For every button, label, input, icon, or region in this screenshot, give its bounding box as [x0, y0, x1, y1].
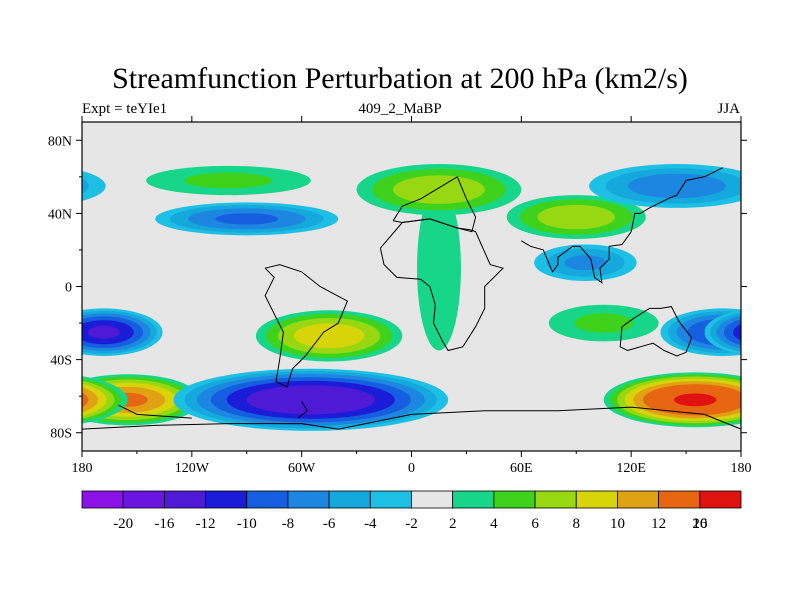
x-tick-label: 60W — [288, 461, 316, 476]
colorbar-label: 6 — [531, 516, 539, 532]
contour-band — [82, 170, 106, 201]
colorbar-label: -20 — [113, 516, 133, 532]
contour-band — [215, 213, 279, 225]
contour-band — [723, 319, 741, 346]
colorbar-swatch — [287, 490, 330, 509]
coastline-segment — [297, 401, 308, 419]
colorbar-swatch — [658, 490, 701, 509]
y-tick-label: 40N — [48, 207, 72, 222]
coastline — [82, 167, 741, 430]
colorbar-label: 16 — [692, 516, 708, 532]
coastline-segment — [379, 218, 504, 352]
colorbar-swatch — [617, 490, 660, 509]
colorbar-label: 10 — [610, 516, 625, 532]
colorbar-label: 4 — [490, 516, 498, 532]
x-tick-label: 60E — [510, 461, 533, 476]
colorbar-swatch — [369, 490, 412, 509]
contour-band — [293, 323, 365, 349]
contour-band — [82, 178, 90, 194]
colorbar-label: -8 — [282, 516, 295, 532]
colorbar-swatch — [205, 490, 248, 509]
season-label: JJA — [717, 101, 740, 117]
colorbar-label: 8 — [573, 516, 581, 532]
colorbar-swatch — [699, 490, 742, 509]
colorbar-swatch — [246, 490, 289, 509]
contour-band — [673, 393, 717, 407]
coastline-segment — [264, 264, 349, 388]
experiment-label: Expt = teYIe1 — [82, 101, 168, 117]
colorbar-swatch — [81, 490, 124, 509]
coastline-segment — [82, 423, 229, 430]
y-tick-label: 80N — [48, 134, 72, 149]
colorbar-swatch — [534, 490, 577, 509]
contour-band — [88, 325, 120, 339]
coastline-segment — [118, 404, 192, 419]
colorbar-swatch — [452, 490, 495, 509]
colorbar-swatch — [122, 490, 165, 509]
y-tick-label: 80S — [50, 427, 72, 442]
contour-band — [246, 385, 376, 415]
chart-title: Streamfunction Perturbation at 200 hPa (… — [112, 62, 688, 95]
colorbar-label: -12 — [196, 516, 216, 532]
contour-band — [82, 387, 99, 413]
contour-band — [574, 313, 634, 333]
x-tick-label: 180 — [72, 461, 93, 476]
colorbar-swatch — [163, 490, 206, 509]
coastline-segment — [521, 167, 723, 284]
coastline-segment — [228, 406, 741, 430]
colorbar-swatch — [575, 490, 618, 509]
contour-band — [733, 324, 741, 341]
colorbar-label: -16 — [154, 516, 174, 532]
colorbar-label: 20 — [692, 516, 707, 532]
case-label: 409_2_MaBP — [358, 101, 442, 117]
colorbar-swatch — [411, 490, 454, 509]
colorbar-label: 12 — [651, 516, 666, 532]
colorbar-label: -6 — [323, 516, 336, 532]
x-tick-label: 180 — [731, 461, 752, 476]
colorbar-label: -2 — [405, 516, 418, 532]
y-tick-label: 0 — [65, 281, 72, 296]
colorbar-label: 2 — [449, 516, 457, 532]
x-tick-label: 0 — [408, 461, 415, 476]
contour-band — [627, 173, 726, 199]
x-tick-label: 120E — [616, 461, 646, 476]
colorbar-label: -10 — [237, 516, 257, 532]
y-tick-label: 40S — [50, 354, 72, 369]
colorbar-label: -4 — [364, 516, 377, 532]
colorbar-swatch — [328, 490, 371, 509]
x-tick-label: 120W — [175, 461, 210, 476]
contour-band — [184, 172, 273, 189]
contour-band — [393, 175, 485, 204]
contour-band — [82, 392, 89, 408]
coastline-segment — [619, 306, 693, 357]
colorbar-swatch — [493, 490, 536, 509]
contour-band — [564, 255, 607, 271]
contour-band — [416, 185, 461, 351]
contour-fill — [82, 164, 741, 431]
contour-band — [537, 204, 616, 230]
